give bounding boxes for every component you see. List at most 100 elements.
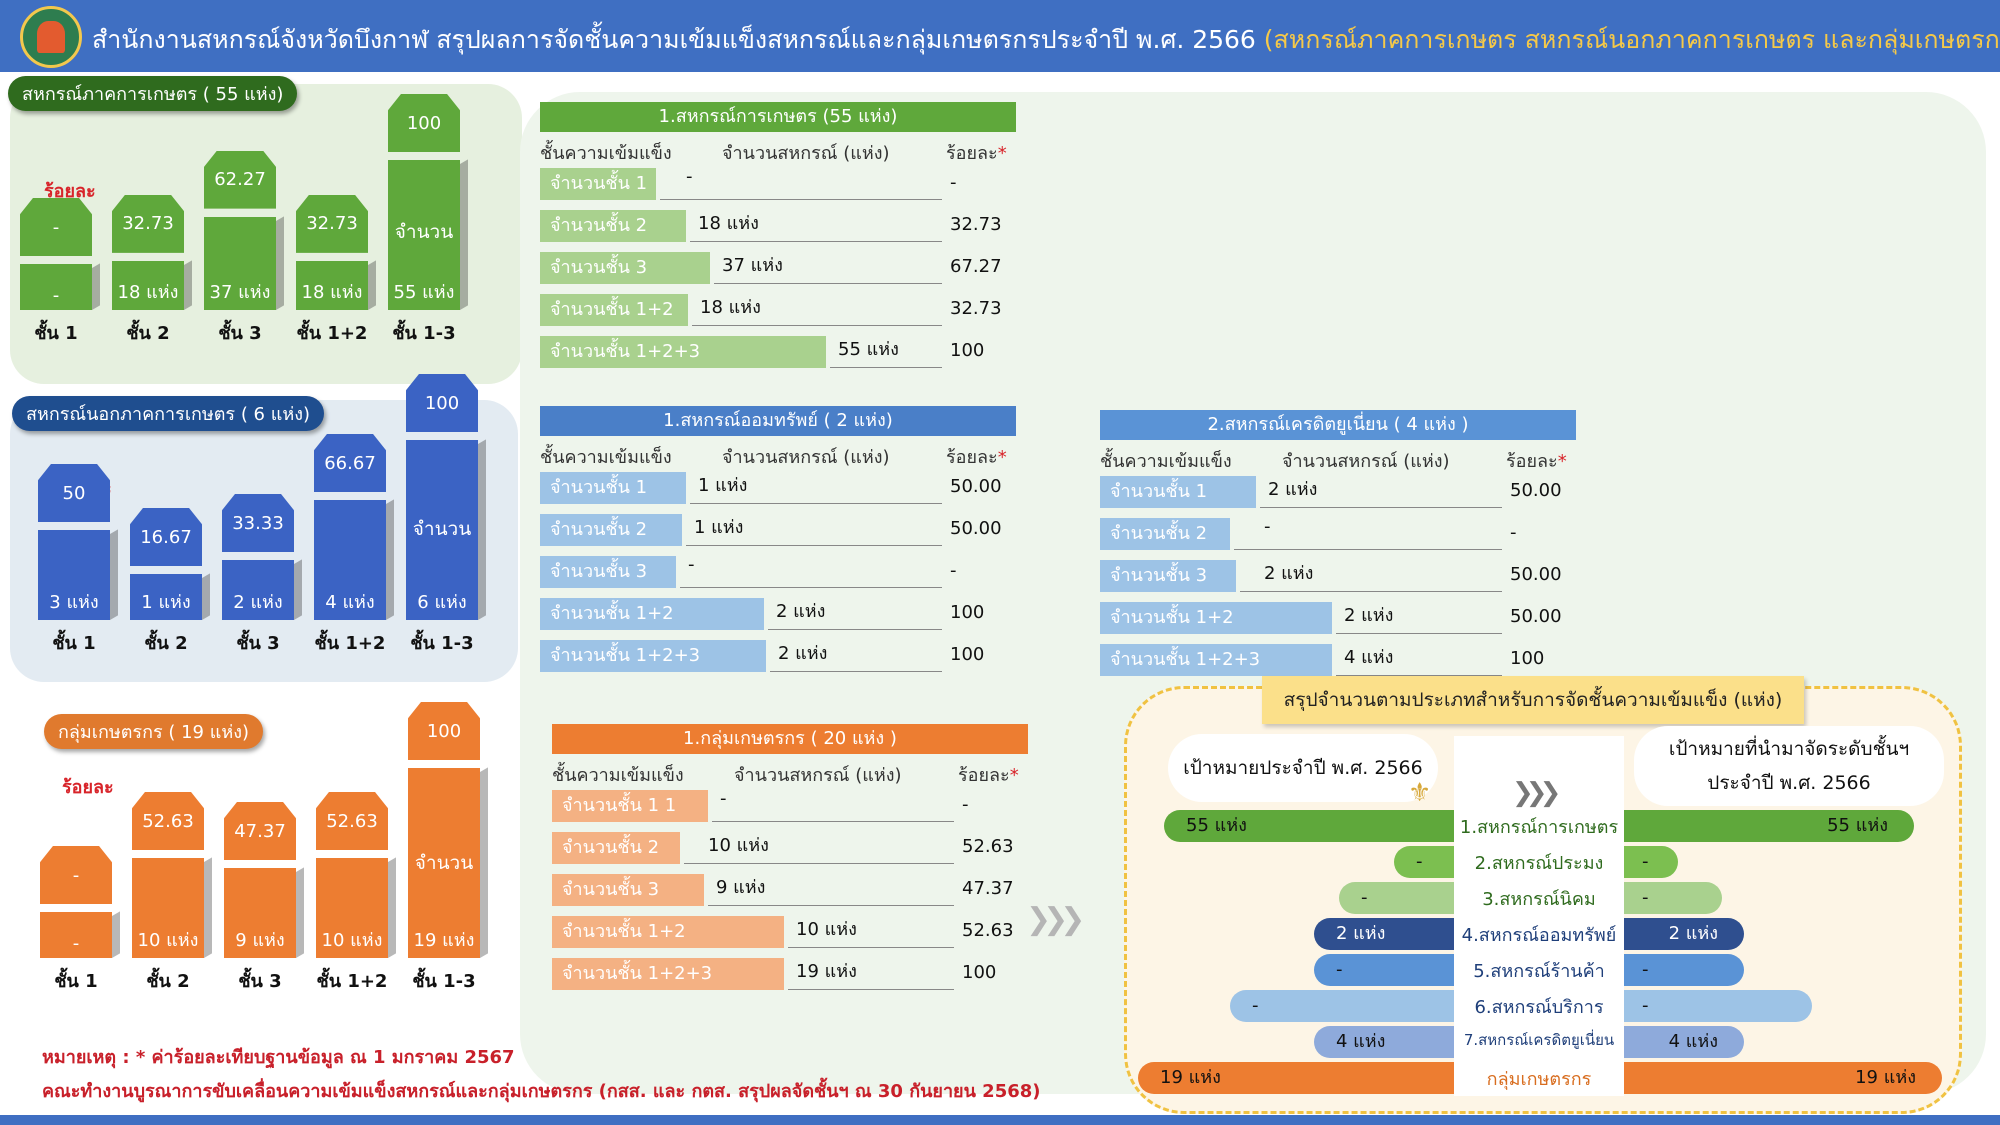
summary-right-bar: 19 แห่ง: [1624, 1062, 1942, 1094]
agri-bar-body: [112, 260, 184, 310]
row-underline: [1240, 591, 1502, 592]
summary-category-label: 7.สหกรณ์เครดิตยูเนี่ยน: [1463, 1031, 1615, 1049]
agri-bar-0: --: [20, 198, 92, 310]
table-row: จำนวนชั้น 1+2+3 19 แห่ง 100: [552, 958, 1028, 990]
row-count-value: 9 แห่ง: [716, 877, 766, 898]
nonagri-bar-count-label: 3 แห่ง: [49, 592, 99, 613]
footnote: หมายเหตุ : * ค่าร้อยละเทียบฐานข้อมูล ณ 1…: [42, 1047, 515, 1068]
nonagri-bar-0: 50 3 แห่ง: [38, 464, 110, 620]
agri-bar-2: 62.27 37 แห่ง: [204, 150, 276, 310]
row-level-label: จำนวนชั้น 2: [552, 832, 680, 864]
row-underline: [690, 241, 942, 242]
row-pct-value: 100: [950, 644, 985, 665]
cooperative-logo: [20, 6, 82, 68]
nonagri-bar-3: 66.67 4 แห่ง: [314, 434, 386, 620]
row-pct-value: 50.00: [1510, 564, 1562, 585]
nonagri-bar-count-label: 1 แห่ง: [141, 592, 191, 613]
row-level-label: จำนวนชั้น 2: [1100, 518, 1230, 550]
table-row: จำนวนชั้น 3 37 แห่ง 67.27: [540, 252, 1016, 284]
farmer-x-tick-label: ชั้น 3: [238, 971, 282, 992]
asterisk-mark: *: [1009, 765, 1019, 786]
farmer-bar-body: [316, 858, 388, 958]
table-row: จำนวนชั้น 1 1--: [552, 788, 1028, 822]
nonagri-bar-mid-label: จำนวน: [412, 518, 472, 541]
row-pct-value: 100: [950, 340, 985, 361]
summary-category-label: 5.สหกรณ์ร้านค้า: [1473, 961, 1605, 982]
savings-table: 1.สหกรณ์ออมทรัพย์ ( 2 แห่ง) ชั้นความเข้มแ…: [540, 406, 1020, 686]
credit-union-table: 2.สหกรณ์เครดิตยูเนี่ยน ( 4 แห่ง ) ชั้นควา…: [1100, 410, 1580, 690]
farmer-bar-count-label: 19 แห่ง: [413, 930, 475, 951]
row-underline: [660, 199, 942, 200]
nonagri-x-tick-label: ชั้น 1-3: [410, 633, 474, 654]
table-column-header: ร้อยละ*: [946, 442, 1007, 471]
nonagri-bar-chart: 50 3 แห่ง ชั้น 1 16.67 1 แห่ง ชั้น 2 33.33 2 แห…: [38, 374, 508, 656]
farmer-bar-body: [132, 858, 204, 958]
row-count-value: 2 แห่ง: [1268, 479, 1318, 500]
column-header-text: จำนวนสหกรณ์ (แห่ง): [1282, 451, 1450, 472]
agri-pct-label: ร้อยละ: [44, 181, 96, 202]
agri-x-tick-label: ชั้น 3: [218, 323, 262, 344]
agri-bar-count-label: 55 แห่ง: [393, 282, 455, 303]
row-level-label: จำนวนชั้น 1+2: [540, 294, 688, 326]
table-column-header: จำนวนสหกรณ์ (แห่ง): [722, 138, 890, 167]
row-count-value: -: [686, 166, 693, 187]
summary-category-label: 4.สหกรณ์ออมทรัพย์: [1461, 925, 1617, 946]
agri-bar-count-label: 18 แห่ง: [301, 282, 363, 303]
summary-left-bar: -: [1230, 990, 1454, 1022]
agri-bar-4: 100 55 แห่ง จำนวน: [388, 94, 460, 310]
summary-left-bar: -: [1394, 846, 1454, 878]
column-header-text: ชั้นความเข้มแข็ง: [1100, 451, 1232, 472]
table-row: จำนวนชั้น 1+2 10 แห่ง 52.63: [552, 916, 1028, 948]
table-column-header: ชั้นความเข้มแข็ง: [1100, 446, 1232, 475]
farmer-bar-pct-label: 100: [408, 702, 480, 760]
nonagri-bar-2: 33.33 2 แห่ง: [222, 494, 294, 620]
asterisk-mark: *: [997, 447, 1007, 468]
table-row: จำนวนชั้น 1 1 แห่ง 50.00: [540, 472, 1016, 504]
nonagri-bar-4: 100 6 แห่ง จำนวน: [406, 374, 478, 620]
row-underline: [1234, 549, 1502, 550]
row-pct-value: 67.27: [950, 256, 1002, 277]
table-row: จำนวนชั้น 1 2 แห่ง 50.00: [1100, 476, 1576, 508]
row-count-value: 4 แห่ง: [1344, 647, 1394, 668]
column-header-text: ร้อยละ: [958, 765, 1010, 786]
agri-bar-pct-label: 32.73: [112, 194, 184, 253]
table-row: จำนวนชั้น 1 - -: [540, 166, 1016, 200]
nonagri-bar-body: [38, 530, 110, 620]
row-underline: [684, 863, 954, 864]
row-level-label: จำนวนชั้น 3: [552, 874, 704, 906]
summary-right-heading: เป้าหมายที่นำมาจัดระดับชั้นฯ ประจำปี พ.ศ.…: [1634, 726, 1944, 806]
row-underline: [768, 629, 942, 630]
column-header-text: ร้อยละ: [1506, 451, 1558, 472]
nonagri-x-tick-label: ชั้น 1: [52, 633, 96, 654]
table-title: 1.สหกรณ์ออมทรัพย์ ( 2 แห่ง): [540, 406, 1016, 436]
nonagri-bar-body: [406, 440, 478, 620]
chevron-right-icon: ❯❯❯: [1512, 778, 1561, 808]
row-level-label: จำนวนชั้น 3: [1100, 560, 1236, 592]
summary-left-bar: 55 แห่ง: [1164, 810, 1454, 842]
ornament-icon: ⚜: [1408, 778, 1432, 808]
agri-bar-body: [204, 216, 276, 310]
row-pct-value: 47.37: [962, 878, 1014, 899]
footnote-source: คณะทำงานบูรณาการขับเคลื่อนความเข้มแข็งสห…: [42, 1081, 1041, 1102]
table-title: 2.สหกรณ์เครดิตยูเนี่ยน ( 4 แห่ง ): [1100, 410, 1576, 440]
table-column-header: ร้อยละ*: [946, 138, 1007, 167]
farmer-bar-pct-label: 52.63: [132, 792, 204, 851]
column-header-text: จำนวนสหกรณ์ (แห่ง): [734, 765, 902, 786]
farmer-bar-pct-label: -: [40, 846, 112, 904]
row-underline: [788, 947, 954, 948]
column-header-text: ร้อยละ: [946, 447, 998, 468]
right-heading-line2: ประจำปี พ.ศ. 2566: [1707, 772, 1871, 794]
nonagri-x-tick-label: ชั้น 2: [144, 633, 188, 654]
table-column-header: จำนวนสหกรณ์ (แห่ง): [734, 760, 902, 789]
farmer-bar-count-label: 9 แห่ง: [235, 930, 285, 951]
summary-row: 2 แห่ง 2 แห่ง 4.สหกรณ์ออมทรัพย์: [0, 918, 2000, 950]
farmer-bar-3: 52.63 10 แห่ง: [316, 792, 388, 958]
agri-bar-body: [296, 260, 368, 310]
row-pct-value: -: [962, 794, 969, 815]
summary-left-bar: 2 แห่ง: [1314, 918, 1454, 950]
agri-bar-3: 32.73 18 แห่ง: [296, 194, 368, 310]
summary-row: - - 3.สหกรณ์นิคม: [0, 882, 2000, 914]
farmer-bar-1: 52.63 10 แห่ง: [132, 792, 204, 958]
farmer-x-tick-label: ชั้น 1-3: [412, 971, 476, 992]
asterisk-mark: *: [1557, 451, 1567, 472]
